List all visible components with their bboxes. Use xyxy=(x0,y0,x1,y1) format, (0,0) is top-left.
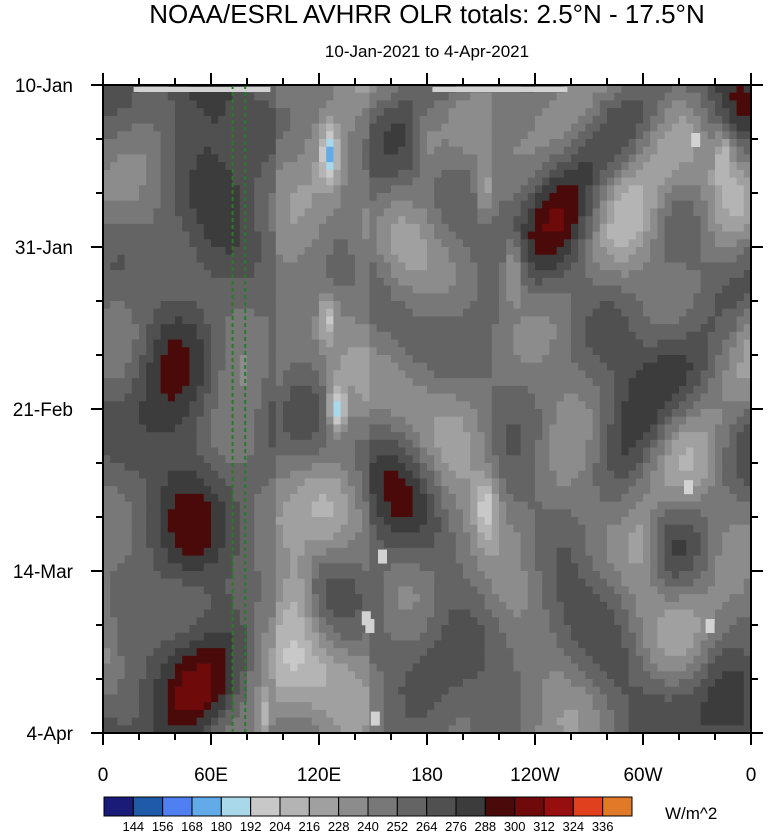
reference-lines xyxy=(231,85,247,733)
colorbar-swatch xyxy=(602,796,633,817)
x-tick-label: 180 xyxy=(411,765,443,786)
colorbar-tick-label: 264 xyxy=(416,819,438,834)
colorbar-tick-label: 180 xyxy=(210,819,232,834)
colorbar-swatch xyxy=(396,796,428,817)
colorbar-tick-label: 276 xyxy=(445,819,467,834)
colorbar-swatch xyxy=(572,796,604,817)
colorbar-tick-label: 144 xyxy=(122,819,144,834)
x-tick-label: 120E xyxy=(297,765,341,786)
colorbar-swatch xyxy=(455,796,486,817)
colorbar-tick-label: 252 xyxy=(386,819,408,834)
colorbar-tick-label: 300 xyxy=(504,819,526,834)
colorbar-swatch xyxy=(338,796,369,817)
y-tick-label: 31-Jan xyxy=(15,238,73,259)
colorbar-tick-label: 216 xyxy=(298,819,320,834)
colorbar-swatch xyxy=(367,796,398,817)
colorbar-swatch xyxy=(132,796,164,817)
colorbar-swatch xyxy=(308,796,340,817)
x-tick-label: 60W xyxy=(623,765,662,786)
colorbar-tick-label: 336 xyxy=(592,819,614,834)
x-axis: 0 60E 120E 180 120W 60W 0 xyxy=(98,73,757,786)
colorbar-tick-label: 312 xyxy=(533,819,555,834)
colorbar-tick-label: 168 xyxy=(181,819,203,834)
y-tick-label: 10-Jan xyxy=(15,76,73,97)
olr-field xyxy=(103,85,751,733)
x-tick-label: 0 xyxy=(98,765,109,786)
colorbar-swatch xyxy=(220,796,252,817)
colorbar-swatch xyxy=(514,796,545,817)
colorbar-unit-label: W/m^2 xyxy=(665,804,717,823)
chart-subtitle: 10-Jan-2021 to 4-Apr-2021 xyxy=(325,42,529,61)
colorbar-tick-label: 324 xyxy=(562,819,584,834)
colorbar-tick-label: 192 xyxy=(240,819,262,834)
colorbar-tick-label: 228 xyxy=(328,819,350,834)
colorbar-swatch xyxy=(250,796,281,817)
y-tick-label: 4-Apr xyxy=(27,724,74,745)
x-tick-label: 0 xyxy=(746,765,757,786)
colorbar-tick-label: 240 xyxy=(357,819,379,834)
chart-title: NOAA/ESRL AVHRR OLR totals: 2.5°N - 17.5… xyxy=(149,0,704,29)
colorbar-tick-label: 156 xyxy=(152,819,174,834)
y-axis: 10-Jan 31-Jan 21-Feb 14-Mar 4-Apr xyxy=(13,76,763,745)
colorbar: 144 156 168 180 192 204 216 228 240 252 264 276 288 3… xyxy=(103,796,633,834)
colorbar-swatch xyxy=(543,796,574,817)
colorbar-swatch xyxy=(279,796,310,817)
colorbar-tick-label: 204 xyxy=(269,819,291,834)
y-tick-label: 14-Mar xyxy=(13,562,74,583)
colorbar-swatch xyxy=(191,796,222,817)
colorbar-tick-label: 288 xyxy=(474,819,496,834)
colorbar-swatch xyxy=(426,796,457,817)
x-tick-label: 120W xyxy=(510,765,560,786)
colorbar-swatch xyxy=(162,796,193,817)
colorbar-swatch xyxy=(103,796,134,817)
y-tick-label: 21-Feb xyxy=(13,400,73,421)
colorbar-swatch xyxy=(484,796,516,817)
x-tick-label: 60E xyxy=(194,765,228,786)
